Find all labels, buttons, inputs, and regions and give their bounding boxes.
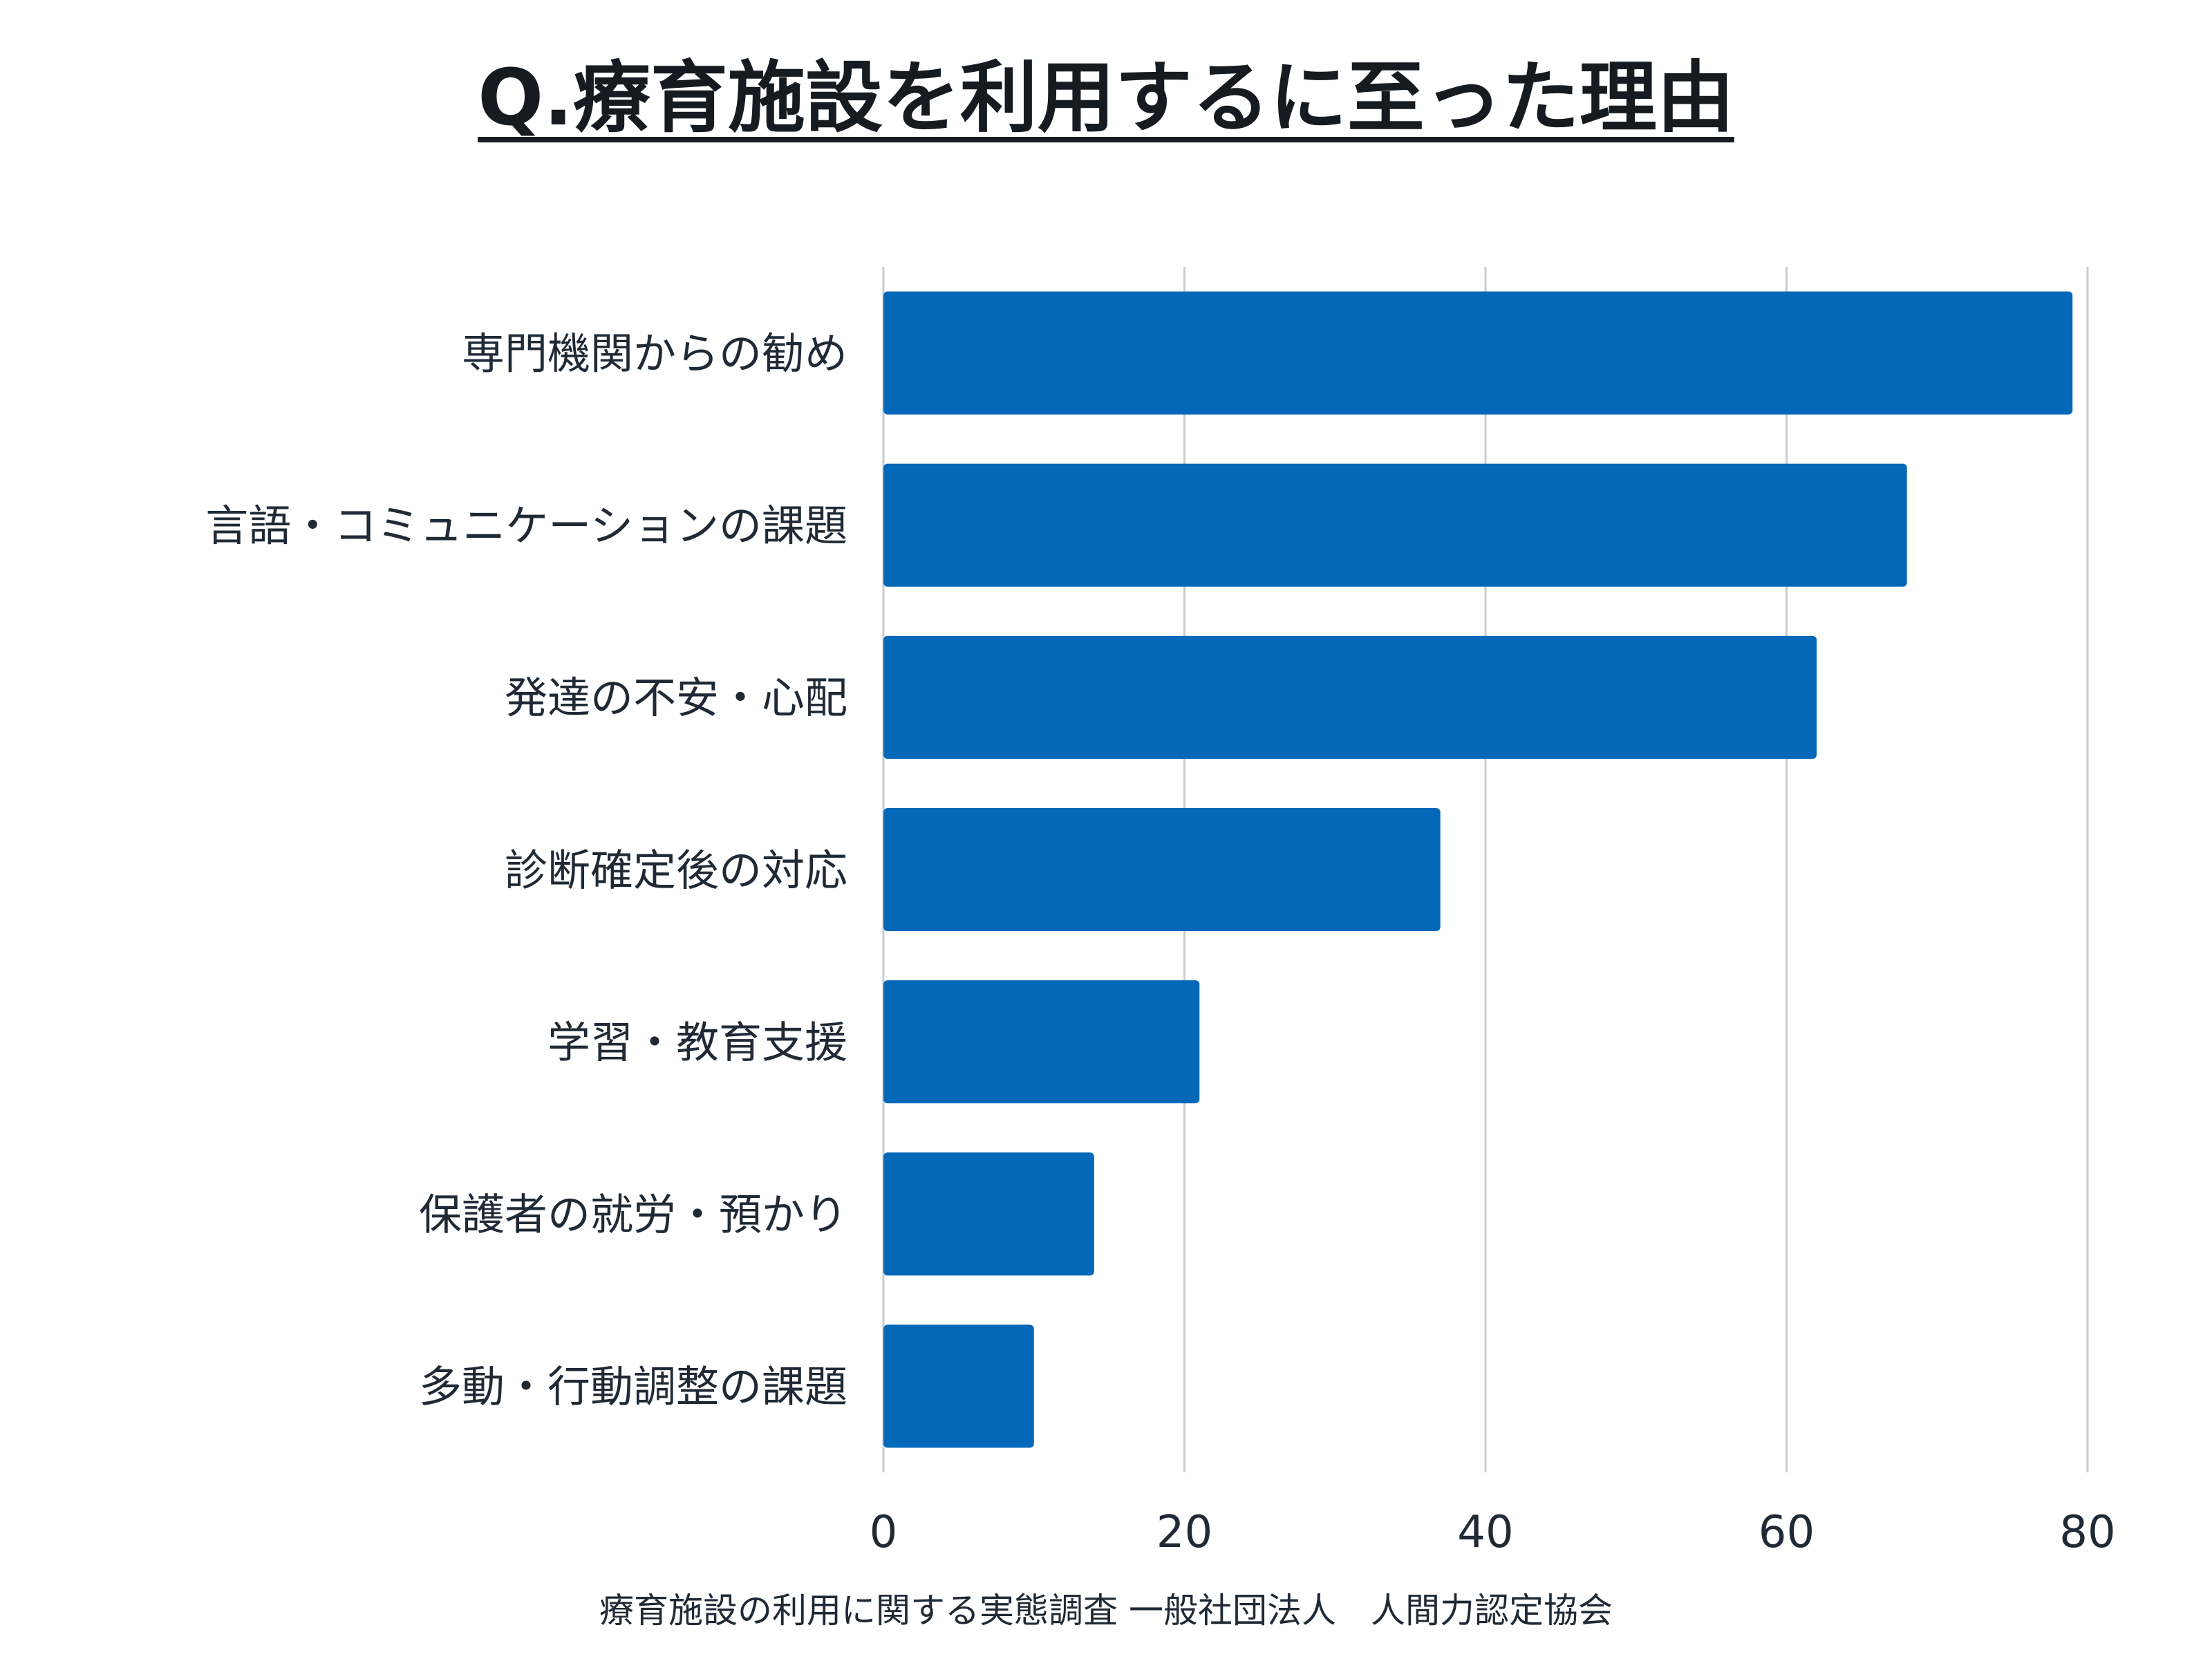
bar: [883, 463, 1907, 587]
bar: [883, 635, 1817, 759]
chart-title: Q.療育施設を利用するに至った理由: [0, 54, 2212, 143]
x-axis-ticks: 0 20 40 60 80: [870, 1507, 2116, 1558]
x-tick-label: 20: [1156, 1507, 1212, 1558]
bar: [883, 291, 2073, 415]
chart-title-text: Q.療育施設を利用するに至った理由: [478, 53, 1734, 143]
bars: [883, 291, 2073, 1448]
category-label: 学習・教育支援: [547, 1017, 847, 1067]
bar: [883, 1152, 1094, 1276]
source-note: 療育施設の利用に関する実態調査 一般社団法人 人間力認定協会: [599, 1591, 1613, 1631]
bar: [883, 980, 1200, 1104]
x-tick-label: 60: [1759, 1507, 1815, 1558]
category-label: 専門機関からの勧め: [462, 328, 847, 379]
category-labels: 専門機関からの勧め言語・コミュニケーションの課題発達の不安・心配診断確定後の対応…: [205, 328, 847, 1412]
bar: [883, 808, 1441, 931]
x-tick-label: 80: [2059, 1507, 2115, 1558]
category-label: 言語・コミュニケーションの課題: [205, 500, 847, 551]
category-label: 多動・行動調整の課題: [419, 1362, 847, 1412]
x-tick-label: 0: [870, 1507, 898, 1558]
category-label: 発達の不安・心配: [505, 673, 847, 723]
bar: [883, 1324, 1034, 1448]
category-label: 保護者の就労・預かり: [419, 1190, 847, 1240]
x-tick-label: 40: [1457, 1507, 1513, 1558]
category-label: 診断確定後の対応: [505, 845, 847, 895]
